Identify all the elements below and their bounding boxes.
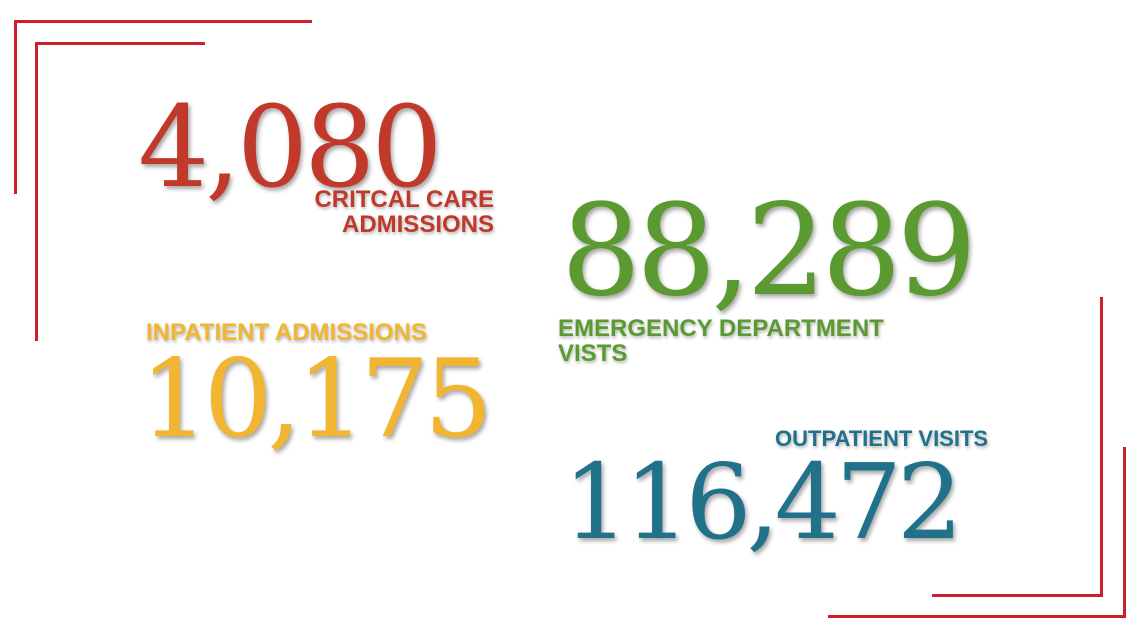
outpatient-label: OUTPATIENT VISITS [775,426,989,451]
emergency-label-line1: EMERGENCY DEPARTMENT [558,315,884,342]
critical-care-label-line2: ADMISSIONS [341,211,494,239]
emergency-label-line2: VISTS [558,340,628,368]
inpatient-value: 10,175 [140,337,493,462]
frame-top-inner [35,42,205,45]
inpatient-label: INPATIENT ADMISSIONS [146,319,427,346]
emergency-label: EMERGENCY DEPARTMENT VISTS [558,315,884,368]
frame-bottom-outer [828,615,1126,618]
critical-care-label-line1: CRITCAL CARE [314,186,494,213]
frame-right-inner [1100,297,1103,597]
outpatient-value: 116,472 [563,441,963,563]
frame-left-outer [14,20,17,194]
emergency-value: 88,289 [561,177,977,324]
critical-care-label: CRITCAL CARE ADMISSIONS [300,186,494,239]
frame-left-inner [35,42,38,341]
frame-right-outer [1123,447,1126,618]
critical-care-value: 4,080 [138,83,443,213]
frame-top-outer [14,20,312,23]
frame-bottom-inner [932,594,1103,597]
